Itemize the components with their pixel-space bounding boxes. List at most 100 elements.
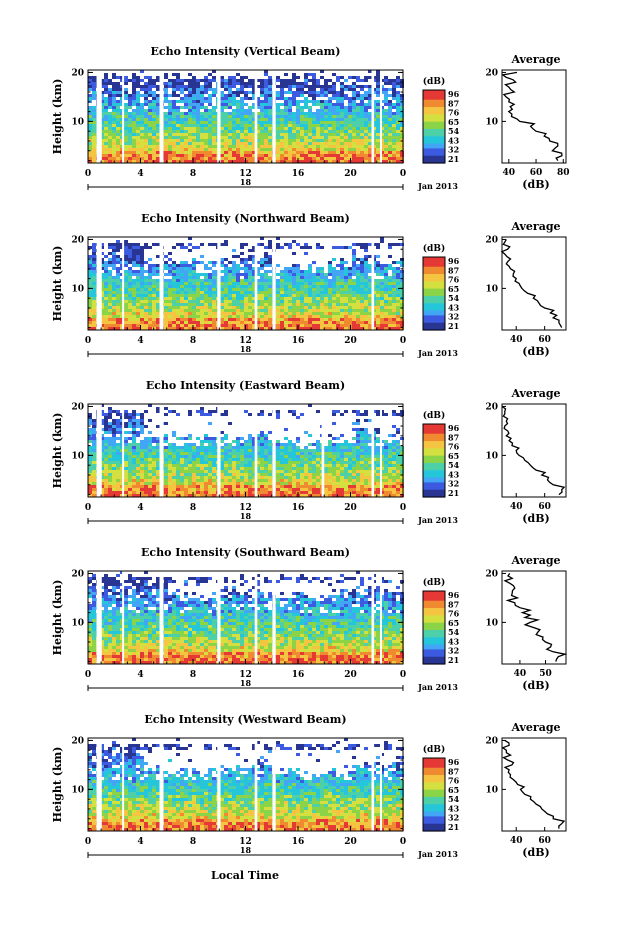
- heatmap-cell: [188, 91, 192, 94]
- heatmap-cell: [172, 291, 176, 294]
- heatmap-cell: [208, 321, 212, 324]
- heatmap-cell: [208, 127, 212, 130]
- heatmap-cell: [328, 300, 332, 303]
- heatmap-cell: [116, 109, 120, 112]
- heatmap-cell: [264, 282, 268, 285]
- heatmap-cell: [292, 73, 296, 76]
- heatmap-cell: [200, 261, 204, 264]
- heatmap-cell: [264, 294, 268, 297]
- heatmap-cell: [368, 148, 372, 151]
- heatmap-cell: [204, 437, 208, 440]
- heatmap-cell: [200, 288, 204, 291]
- heatmap-cell: [164, 488, 168, 491]
- heatmap-cell: [164, 151, 168, 154]
- heatmap-cell: [88, 321, 92, 324]
- heatmap-cell: [196, 136, 200, 139]
- colorbar-tick-label: 87: [448, 265, 459, 275]
- heatmap-cell: [320, 88, 324, 91]
- heatmap-cell: [376, 273, 380, 276]
- heatmap-cell: [388, 264, 392, 267]
- heatmap-cell: [396, 270, 400, 273]
- heatmap-cell: [188, 160, 192, 163]
- heatmap-cell: [260, 118, 264, 121]
- heatmap-cell: [220, 160, 224, 163]
- heatmap-cell: [360, 276, 364, 279]
- heatmap-cell: [140, 142, 144, 145]
- heatmap-cell: [312, 160, 316, 163]
- heatmap-cell: [248, 124, 252, 127]
- heatmap-cell: [324, 276, 328, 279]
- heatmap-cell: [172, 109, 176, 112]
- heatmap-cell: [280, 246, 284, 249]
- heatmap-cell: [400, 261, 404, 264]
- heatmap-cell: [188, 103, 192, 106]
- heatmap-cell: [128, 258, 132, 261]
- heatmap-cell: [352, 112, 356, 115]
- heatmap-cell: [132, 467, 136, 470]
- heatmap-cell: [232, 327, 236, 330]
- heatmap-cell: [364, 318, 368, 321]
- heatmap-cell: [236, 276, 240, 279]
- heatmap-cell: [176, 276, 180, 279]
- heatmap-cell: [320, 267, 324, 270]
- heatmap-cell: [256, 270, 260, 273]
- heatmap-cell: [128, 437, 132, 440]
- heatmap-cell: [384, 103, 388, 106]
- heatmap-cell: [172, 473, 176, 476]
- heatmap-cell: [104, 79, 108, 82]
- heatmap-cell: [284, 279, 288, 282]
- heatmap-cell: [340, 118, 344, 121]
- heatmap-cell: [248, 276, 252, 279]
- heatmap-cell: [328, 100, 332, 103]
- heatmap-cell: [368, 151, 372, 154]
- heatmap-cell: [112, 154, 116, 157]
- colorbar-segment: [423, 278, 445, 282]
- heatmap-cell: [124, 318, 128, 321]
- heatmap-cell: [400, 112, 404, 115]
- heatmap-cell: [316, 157, 320, 160]
- heatmap-cell: [192, 273, 196, 276]
- heatmap-cell: [196, 148, 200, 151]
- heatmap-cell: [192, 121, 196, 124]
- heatmap-cell: [144, 130, 148, 133]
- heatmap-cell: [92, 443, 96, 446]
- heatmap-cell: [164, 303, 168, 306]
- heatmap-cell: [352, 324, 356, 327]
- heatmap-cell: [132, 243, 136, 246]
- heatmap-cell: [296, 285, 300, 288]
- heatmap-cell: [384, 127, 388, 130]
- heatmap-cell: [220, 264, 224, 267]
- heatmap-cell: [328, 130, 332, 133]
- heatmap-cell: [316, 136, 320, 139]
- heatmap-cell: [396, 282, 400, 285]
- heatmap-cell: [264, 97, 268, 100]
- heatmap-cell: [204, 118, 208, 121]
- heatmap-cell: [168, 309, 172, 312]
- heatmap-cell: [284, 118, 288, 121]
- heatmap-cell: [168, 133, 172, 136]
- heatmap-cell: [296, 127, 300, 130]
- heatmap-cell: [128, 151, 132, 154]
- heatmap-cell: [276, 321, 280, 324]
- heatmap-cell: [128, 160, 132, 163]
- heatmap-cell: [132, 103, 136, 106]
- heatmap-cell: [240, 246, 244, 249]
- heatmap-cell: [132, 112, 136, 115]
- heatmap-cell: [352, 127, 356, 130]
- heatmap-cell: [184, 452, 188, 455]
- heatmap-cell: [368, 103, 372, 106]
- heatmap-cell: [100, 127, 104, 130]
- heatmap-cell: [236, 100, 240, 103]
- heatmap-cell: [200, 294, 204, 297]
- heatmap-cell: [240, 139, 244, 142]
- heatmap-cell: [148, 142, 152, 145]
- heatmap-cell: [244, 258, 248, 261]
- heatmap-cell: [256, 291, 260, 294]
- heatmap-cell: [172, 85, 176, 88]
- heatmap-cell: [344, 94, 348, 97]
- heatmap-cell: [100, 121, 104, 124]
- heatmap-cell: [352, 297, 356, 300]
- heatmap-cell: [204, 476, 208, 479]
- heatmap-cell: [228, 321, 232, 324]
